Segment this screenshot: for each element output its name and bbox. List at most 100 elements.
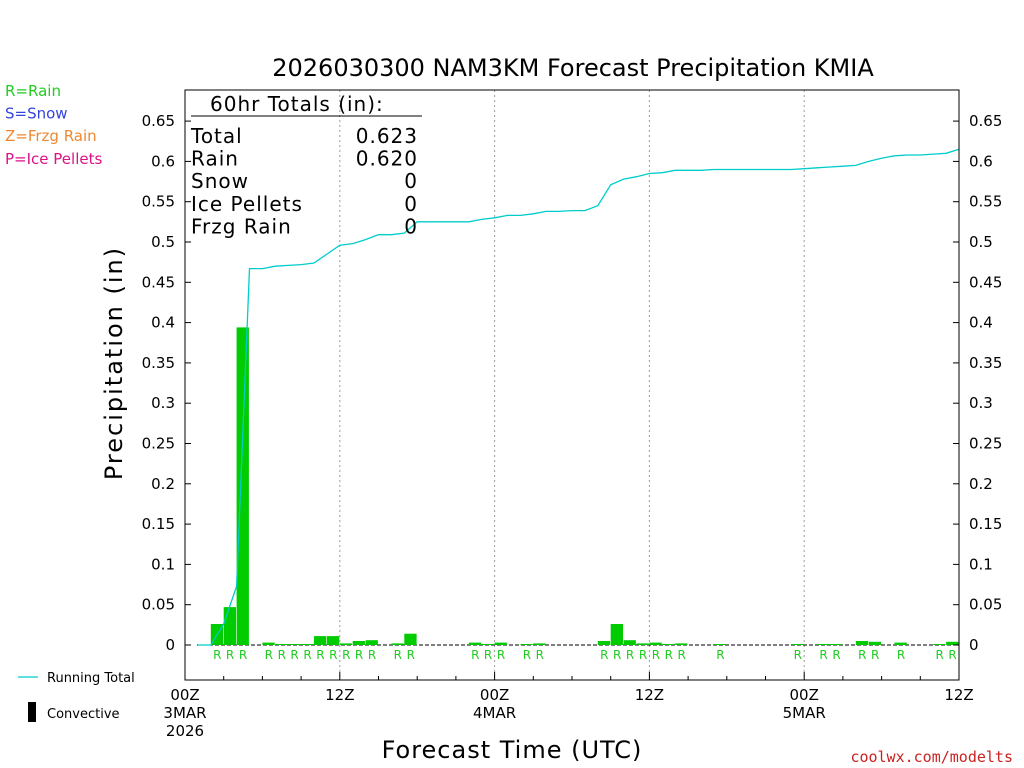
totals-box: 60hr Totals (in): Total 0.623 Rain 0.620 Sno… <box>190 92 422 238</box>
y-tick-label-right: 0.05 <box>969 596 1002 614</box>
y-tick-label-left: 0.3 <box>151 394 175 412</box>
ptype-marker: R <box>948 648 956 662</box>
y-tick-label-right: 0.35 <box>969 354 1002 372</box>
running-total-legend-label: Running Total <box>47 671 135 686</box>
totals-row-value: 0.620 <box>356 147 418 171</box>
totals-row-label: Ice Pellets <box>191 192 303 216</box>
y-axis-label: Precipitation (in) <box>100 246 128 480</box>
ptype-marker: R <box>471 648 479 662</box>
y-tick-label-right: 0.6 <box>969 152 993 170</box>
ptype-marker: R <box>497 648 505 662</box>
y-tick-label-right: 0 <box>969 636 979 654</box>
x-tick-label: 4MAR <box>473 704 516 722</box>
y-tick-label-left: 0.4 <box>151 314 175 332</box>
ptype-legend-item: Z=Frzg Rain <box>5 127 97 145</box>
ptype-marker: R <box>897 648 905 662</box>
ptype-legend-item: P=Ice Pellets <box>5 150 102 168</box>
precip-bar <box>662 644 675 645</box>
totals-row-label: Rain <box>191 147 239 171</box>
ptype-marker: R <box>665 648 673 662</box>
precip-bar <box>855 641 869 645</box>
precip-bar <box>223 607 236 645</box>
ptype-marker: R <box>265 648 273 662</box>
y-tick-label-right: 0.1 <box>969 555 993 573</box>
y-tick-label-right: 0.2 <box>969 475 993 493</box>
ptype-marker: R <box>239 648 247 662</box>
ptype-marker: R <box>536 648 544 662</box>
ptype-marker: R <box>626 648 634 662</box>
ptype-marker: R <box>407 648 415 662</box>
ptype-marker: R <box>613 648 621 662</box>
y-tick-label-right: 0.15 <box>969 515 1002 533</box>
precip-bar <box>520 644 533 645</box>
ptype-marker: R <box>484 648 492 662</box>
x-tick-label: 5MAR <box>783 704 826 722</box>
precip-bar <box>933 644 946 645</box>
y-tick-label-left: 0.15 <box>142 515 175 533</box>
precip-bar <box>533 643 546 645</box>
ptype-marker: R <box>832 648 840 662</box>
precip-bar <box>314 636 327 645</box>
precip-bar <box>236 327 249 645</box>
y-tick-label-left: 0.5 <box>151 233 175 251</box>
precip-bar <box>339 643 353 645</box>
ptype-marker: R <box>652 648 660 662</box>
precip-bar <box>275 644 288 645</box>
ptype-marker: R <box>394 648 402 662</box>
precip-bar <box>636 643 649 645</box>
ptype-marker: R <box>213 648 221 662</box>
totals-row-value: 0 <box>404 192 418 216</box>
ptype-marker: R <box>819 648 827 662</box>
precip-bar <box>946 641 959 645</box>
x-tick-label: 2026 <box>166 722 204 740</box>
running-total-line <box>197 148 960 646</box>
ptype-marker: R <box>368 648 376 662</box>
ptype-marker: R <box>716 648 724 662</box>
precip-bar <box>352 641 365 645</box>
totals-row-label: Snow <box>191 169 249 193</box>
totals-row-value: 0 <box>404 214 418 238</box>
y-axis-ticks: 0 00.05 0.050.1 0.10.15 0.150.2 0.20.25 0.250.… <box>142 112 1003 654</box>
totals-rows: Total 0.623 Rain 0.620 Snow 0 Ice Pellets 0 Frzg… <box>190 124 418 238</box>
y-tick-label-left: 0.45 <box>142 273 175 291</box>
precip-bar <box>791 644 804 645</box>
credit-text[interactable]: coolwx.com/modelts <box>850 748 1013 766</box>
y-tick-label-left: 0.1 <box>151 555 175 573</box>
y-tick-label-right: 0.65 <box>969 112 1002 130</box>
y-tick-label-right: 0.25 <box>969 435 1002 453</box>
ptype-marker: R <box>600 648 608 662</box>
y-tick-label-right: 0.55 <box>969 193 1002 211</box>
precip-bar <box>468 642 482 645</box>
convective-swatch <box>28 702 36 722</box>
precip-bar <box>481 644 494 645</box>
ptype-legend-item: R=Rain <box>5 82 61 100</box>
ptype-marker: R <box>523 648 531 662</box>
precip-bar <box>288 644 301 645</box>
precip-bar <box>610 624 623 645</box>
y-tick-label-right: 0.45 <box>969 273 1002 291</box>
y-tick-label-left: 0.05 <box>142 596 175 614</box>
y-tick-label-left: 0.6 <box>151 152 175 170</box>
x-tick-label: 12Z <box>325 686 354 704</box>
ptype-legend: R=Rain S=Snow Z=Frzg Rain P=Ice Pellets <box>5 82 102 168</box>
y-tick-label-left: 0.55 <box>142 193 175 211</box>
y-tick-label-left: 0 <box>165 636 175 654</box>
y-tick-label-left: 0.65 <box>142 112 175 130</box>
ptype-marker: R <box>678 648 686 662</box>
ptype-marker: R <box>226 648 234 662</box>
y-tick-label-right: 0.4 <box>969 314 993 332</box>
precip-bar <box>830 644 843 645</box>
totals-row-value: 0.623 <box>356 124 418 148</box>
precip-bar <box>404 633 417 645</box>
precip-bar <box>623 640 636 645</box>
precip-bar <box>649 642 662 645</box>
ptype-marker: R <box>316 648 324 662</box>
totals-header: 60hr Totals (in): <box>210 92 384 116</box>
x-tick-label: 3MAR <box>163 704 206 722</box>
ptype-legend-item: S=Snow <box>5 105 68 123</box>
totals-row-label: Total <box>190 124 243 148</box>
precip-bar <box>817 644 830 645</box>
